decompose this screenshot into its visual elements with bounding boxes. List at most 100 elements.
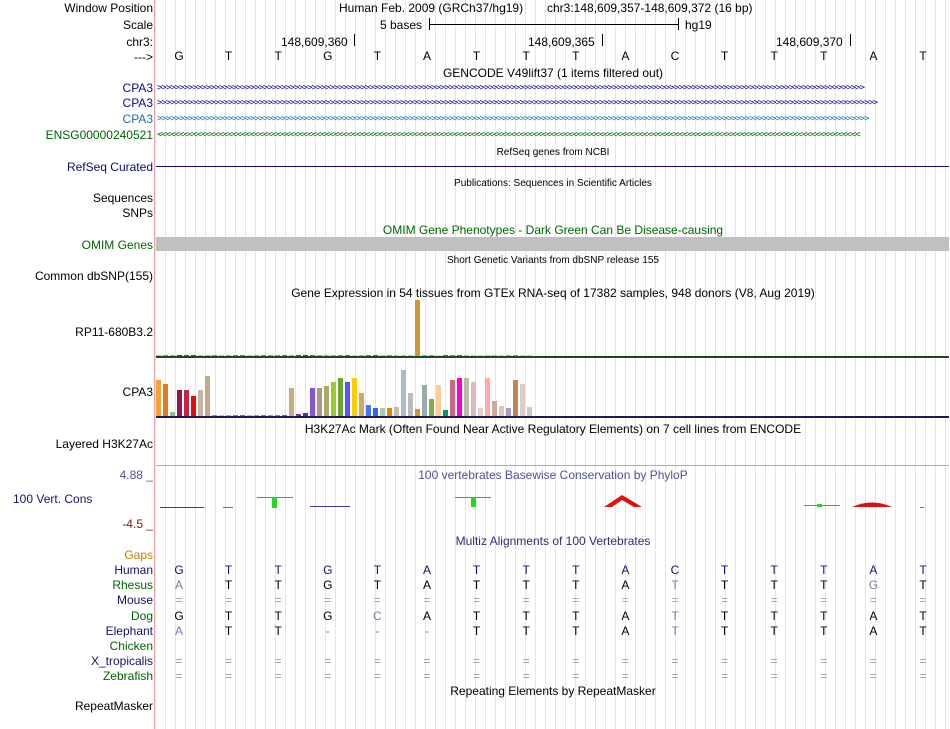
gtex-tissue-bar[interactable] (331, 355, 336, 356)
gaps-label[interactable]: Gaps (124, 548, 153, 562)
phylop-plot[interactable] (156, 480, 950, 530)
sequences-label[interactable]: Sequences (92, 191, 153, 205)
gtex-tissue-bar[interactable] (163, 384, 168, 416)
gtex-tissue-bar[interactable] (177, 355, 182, 356)
gencode-item-label[interactable]: CPA3 (122, 112, 153, 126)
gencode-feature-strand[interactable]: >>>>>>>>>>>>>>>>>>>>>>>>>>>>>>>>>>>>>>>>… (157, 84, 865, 93)
gtex-tissue-bar[interactable] (268, 415, 273, 416)
gtex-tissue-bar[interactable] (450, 355, 455, 356)
gtex-tissue-bar[interactable] (233, 415, 238, 416)
species-label[interactable]: Dog (130, 608, 153, 623)
gtex-tissue-bar[interactable] (219, 355, 224, 356)
gtex-tissue-bar[interactable] (226, 355, 231, 356)
gtex-tissue-bar[interactable] (485, 378, 490, 416)
gtex-tissue-bar[interactable] (191, 355, 196, 356)
gtex-tissue-bar[interactable] (247, 415, 252, 416)
gtex-tissue-bar[interactable] (408, 355, 413, 356)
gtex-tissue-bar[interactable] (296, 355, 301, 356)
assembly-title[interactable]: Human Feb. 2009 (GRCh37/hg19) (339, 1, 524, 15)
gtex-tissue-bar[interactable] (429, 399, 434, 416)
gencode-item-label[interactable]: CPA3 (122, 96, 153, 110)
gtex-tissue-bar[interactable] (177, 390, 182, 416)
h3k27ac-label[interactable]: Layered H3K27Ac (55, 437, 153, 451)
gtex-tissue-bar[interactable] (338, 355, 343, 356)
gtex-tissue-bar[interactable] (240, 415, 245, 416)
gtex-tissue-bar[interactable] (191, 396, 196, 416)
gtex-tissue-bar[interactable] (492, 355, 497, 356)
gtex-gene-label[interactable]: CPA3 (122, 385, 153, 399)
gtex-tissue-bar[interactable] (184, 355, 189, 356)
gtex-tissue-bar[interactable] (240, 355, 245, 356)
gencode-item-label[interactable]: CPA3 (122, 81, 153, 95)
gtex-tissue-bar[interactable] (156, 355, 161, 356)
gtex-tissue-bar[interactable] (289, 355, 294, 356)
phylop-track-title[interactable]: 100 vertebrates Basewise Conservation by… (418, 468, 688, 482)
species-label[interactable]: Chicken (109, 639, 153, 653)
gtex-tissue-bar[interactable] (513, 380, 518, 416)
gtex-tissue-bar[interactable] (289, 388, 294, 416)
gtex-tissue-bar[interactable] (366, 405, 371, 416)
species-label[interactable]: Mouse (116, 593, 153, 608)
gtex-tissue-bar[interactable] (436, 385, 441, 416)
gtex-tissue-bar[interactable] (261, 355, 266, 356)
gtex-tissue-bar[interactable] (352, 378, 357, 416)
gtex-tissue-bar[interactable] (345, 355, 350, 356)
gtex-tissue-bar[interactable] (429, 355, 434, 356)
gtex-tissue-bar[interactable] (345, 382, 350, 416)
gtex-track-title[interactable]: Gene Expression in 54 tissues from GTEx … (291, 286, 815, 300)
gtex-tissue-bar[interactable] (485, 355, 490, 356)
gtex-tissue-bar[interactable] (394, 407, 399, 416)
gtex-tissue-bar[interactable] (520, 355, 525, 356)
gtex-tissue-bar[interactable] (275, 355, 280, 356)
gencode-feature-strand[interactable]: >>>>>>>>>>>>>>>>>>>>>>>>>>>>>>>>>>>>>>>>… (157, 99, 878, 108)
repeatmasker-track-title[interactable]: Repeating Elements by RepeatMasker (450, 684, 656, 698)
gtex-tissue-bar[interactable] (373, 408, 378, 416)
gtex-tissue-bar[interactable] (170, 412, 175, 416)
gtex-tissue-bar[interactable] (303, 413, 308, 416)
gtex-tissue-bar[interactable] (506, 355, 511, 356)
species-label[interactable]: X_tropicalis (90, 654, 153, 669)
gtex-tissue-bar[interactable] (457, 378, 462, 416)
omim-feature-bar[interactable] (156, 237, 949, 251)
gtex-tissue-bar[interactable] (163, 355, 168, 356)
species-label[interactable]: Human (114, 563, 153, 577)
refseq-feature-line[interactable] (156, 166, 949, 167)
gtex-tissue-bar[interactable] (275, 415, 280, 416)
gtex-tissue-bar[interactable] (366, 355, 371, 356)
gtex-tissue-bar[interactable] (422, 355, 427, 356)
gtex-tissue-bar[interactable] (352, 355, 357, 356)
gtex-tissue-bar[interactable] (198, 390, 203, 416)
gtex-tissue-bar[interactable] (331, 382, 336, 416)
gtex-tissue-bar[interactable] (478, 355, 483, 356)
species-label[interactable]: Elephant (105, 623, 153, 638)
gtex-tissue-bar[interactable] (212, 355, 217, 356)
gtex-tissue-bar[interactable] (184, 390, 189, 416)
gtex-tissue-bar[interactable] (499, 355, 504, 356)
multiz-track-title[interactable]: Multiz Alignments of 100 Vertebrates (455, 534, 651, 548)
gtex-tissue-bar[interactable] (527, 355, 532, 356)
gtex-tissue-bar[interactable] (310, 355, 315, 356)
gtex-tissue-bar[interactable] (408, 393, 413, 416)
position-readout[interactable]: chr3:148,609,357-148,609,372 (16 bp) (547, 1, 753, 15)
gtex-tissue-bar[interactable] (317, 388, 322, 416)
gtex-tissue-bar[interactable] (450, 380, 455, 416)
species-label[interactable]: Zebrafish (102, 669, 153, 684)
gtex-tissue-bar[interactable] (471, 382, 476, 416)
gtex-tissue-bar[interactable] (303, 355, 308, 356)
gtex-tissue-bar[interactable] (457, 355, 462, 356)
gtex-tissue-bar[interactable] (359, 355, 364, 356)
gtex-tissue-bar[interactable] (492, 401, 497, 416)
gtex-tissue-bar[interactable] (254, 415, 259, 416)
gtex-tissue-bar[interactable] (254, 355, 259, 356)
gtex-tissue-bar[interactable] (226, 415, 231, 416)
refseq-label[interactable]: RefSeq Curated (66, 160, 153, 174)
gtex-tissue-bar[interactable] (422, 385, 427, 416)
gtex-tissue-bar[interactable] (464, 378, 469, 416)
gtex-tissue-bar[interactable] (478, 408, 483, 416)
gtex-tissue-bar[interactable] (282, 355, 287, 356)
phylop-label[interactable]: 100 Vert. Cons (13, 492, 93, 506)
gtex-tissue-bar[interactable] (212, 415, 217, 416)
gencode-item-label[interactable]: ENSG00000240521 (45, 128, 153, 142)
gtex-tissue-bar[interactable] (471, 355, 476, 356)
gtex-tissue-bar[interactable] (464, 355, 469, 356)
